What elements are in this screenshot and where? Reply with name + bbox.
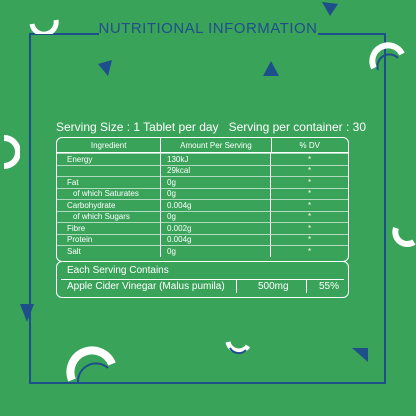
each-serving-divider bbox=[61, 279, 344, 280]
row-dv: * bbox=[271, 210, 348, 223]
row-name: Salt bbox=[57, 245, 161, 257]
header-amount: Amount Per Serving bbox=[161, 138, 272, 152]
row-dv: * bbox=[271, 164, 348, 177]
nutrition-table: Ingredient Amount Per Serving % DV Energ… bbox=[56, 137, 349, 262]
frame-top-left bbox=[29, 33, 99, 35]
each-serving-box: Each Serving Contains Apple Cider Vinega… bbox=[56, 261, 349, 298]
row-amount: 0g bbox=[161, 210, 271, 222]
table-row: of which Sugars 0g * bbox=[57, 210, 348, 223]
each-serving-separator bbox=[306, 279, 307, 293]
table-row: Protein 0.004g * bbox=[57, 233, 348, 246]
each-serving-ingredient: Apple Cider Vinegar (Malus pumila) bbox=[67, 281, 225, 292]
row-name: of which Sugars bbox=[57, 210, 161, 222]
table-row: 29kcal * bbox=[57, 164, 348, 177]
triangle-decoration-center bbox=[263, 61, 279, 76]
row-name: Protein bbox=[57, 233, 161, 245]
frame-left bbox=[29, 33, 31, 384]
each-serving-amount: 500mg bbox=[258, 281, 289, 292]
serving-info: Serving Size : 1 Tablet per day Serving … bbox=[56, 120, 366, 134]
page-title: NUTRITIONAL INFORMATION bbox=[98, 20, 318, 37]
row-amount: 0g bbox=[161, 176, 271, 188]
row-amount: 0g bbox=[161, 245, 271, 257]
each-serving-title: Each Serving Contains bbox=[67, 265, 169, 276]
serving-per-container: Serving per container : 30 bbox=[228, 120, 366, 134]
triangle-decoration-left bbox=[98, 60, 112, 76]
row-dv: * bbox=[271, 222, 348, 234]
table-row: Salt 0g * bbox=[57, 245, 348, 257]
arc-decoration-left-middle bbox=[3, 135, 20, 169]
row-name: of which Saturates bbox=[57, 187, 161, 199]
row-amount: 0g bbox=[161, 187, 271, 199]
header-dv: % DV bbox=[299, 140, 320, 150]
row-name: Fibre bbox=[57, 222, 161, 234]
row-dv: * bbox=[271, 233, 348, 246]
triangle-decoration-bottom-left bbox=[20, 304, 34, 322]
each-serving-percent: 55% bbox=[319, 281, 340, 292]
row-amount: 0.004g bbox=[161, 233, 271, 245]
row-dv: * bbox=[271, 153, 348, 165]
table-row: Fibre 0.002g * bbox=[57, 222, 348, 234]
triangle-decoration-bottom-right bbox=[352, 348, 368, 362]
table-row: Carbohydrate 0.004g * bbox=[57, 199, 348, 211]
arc-decoration-right bbox=[369, 42, 405, 71]
arc-decoration-bottom bbox=[66, 346, 116, 383]
row-dv: * bbox=[271, 199, 348, 211]
frame-top-right bbox=[318, 33, 386, 35]
arc-decoration-top-left bbox=[29, 19, 59, 34]
row-name: Fat bbox=[57, 176, 161, 188]
table-header: Ingredient Amount Per Serving % DV bbox=[57, 138, 348, 153]
row-dv: * bbox=[271, 245, 348, 257]
row-amount: 0.004g bbox=[161, 199, 271, 211]
row-dv: * bbox=[271, 187, 348, 200]
arc-decoration-bottom-center bbox=[225, 341, 251, 355]
row-name: Energy bbox=[57, 153, 161, 165]
table-row: Fat 0g * bbox=[57, 176, 348, 188]
row-dv: * bbox=[271, 176, 348, 188]
each-serving-separator bbox=[236, 279, 237, 293]
arc-decoration-right-middle bbox=[392, 226, 416, 247]
row-amount: 0.002g bbox=[161, 222, 271, 234]
frame-right bbox=[384, 33, 386, 384]
row-amount: 130kJ bbox=[161, 153, 271, 165]
row-name: Carbohydrate bbox=[57, 199, 161, 211]
frame-bottom bbox=[29, 382, 386, 384]
row-name bbox=[57, 164, 161, 176]
table-row: of which Saturates 0g * bbox=[57, 187, 348, 200]
serving-size: Serving Size : 1 Tablet per day bbox=[56, 120, 219, 134]
table-row: Energy 130kJ * bbox=[57, 153, 348, 165]
triangle-decoration-top-right bbox=[322, 2, 338, 16]
row-amount: 29kcal bbox=[161, 164, 271, 176]
header-ingredient: Ingredient bbox=[57, 138, 162, 152]
